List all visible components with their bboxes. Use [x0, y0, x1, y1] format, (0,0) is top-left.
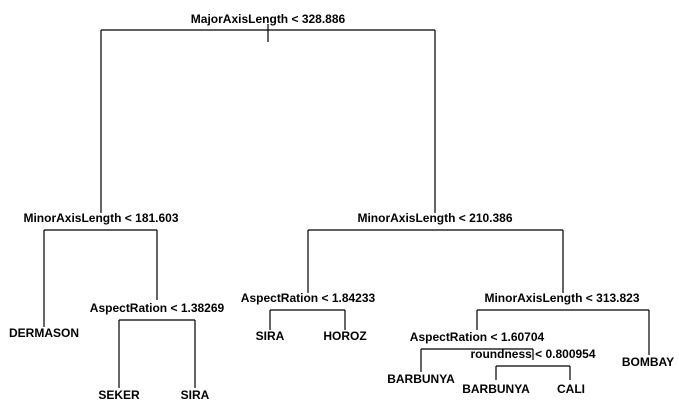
leaf-label-bombay: BOMBAY: [622, 355, 674, 369]
split-right-right: [476, 309, 650, 355]
split-right-left: [269, 309, 346, 330]
split-label-right-left: AspectRation < 1.84233: [241, 291, 376, 305]
leaf-label-horoz: HOROZ: [323, 329, 366, 343]
leaf-label-dermason: DERMASON: [9, 326, 79, 340]
split-label-root: MajorAxisLength < 328.886: [191, 12, 346, 26]
leaf-label-cali: CALI: [557, 382, 585, 396]
split-label-left-right: AspectRation < 1.38269: [90, 301, 225, 315]
split-left: [43, 229, 158, 327]
split-label-right: MinorAxisLength < 210.386: [357, 211, 512, 225]
split-left-right: [118, 319, 196, 388]
split-label-right-right-left: AspectRation < 1.60704: [410, 330, 545, 344]
leaf-label-sira-1: SIRA: [181, 388, 210, 402]
split-label-right-right-left-right: roundness < 0.800954: [470, 347, 595, 361]
split-right-right-left-right: [495, 365, 571, 380]
split-right: [307, 229, 564, 293]
split-label-right-right: MinorAxisLength < 313.823: [484, 291, 639, 305]
leaf-label-barbunya-1: BARBUNYA: [387, 372, 455, 386]
split-root: [100, 24, 436, 213]
leaf-label-sira-2: SIRA: [256, 329, 285, 343]
split-right-right-left: [420, 348, 534, 372]
leaf-label-seker: SEKER: [98, 388, 140, 402]
split-label-left: MinorAxisLength < 181.603: [23, 211, 178, 225]
leaf-label-barbunya-2: BARBUNYA: [462, 382, 530, 396]
